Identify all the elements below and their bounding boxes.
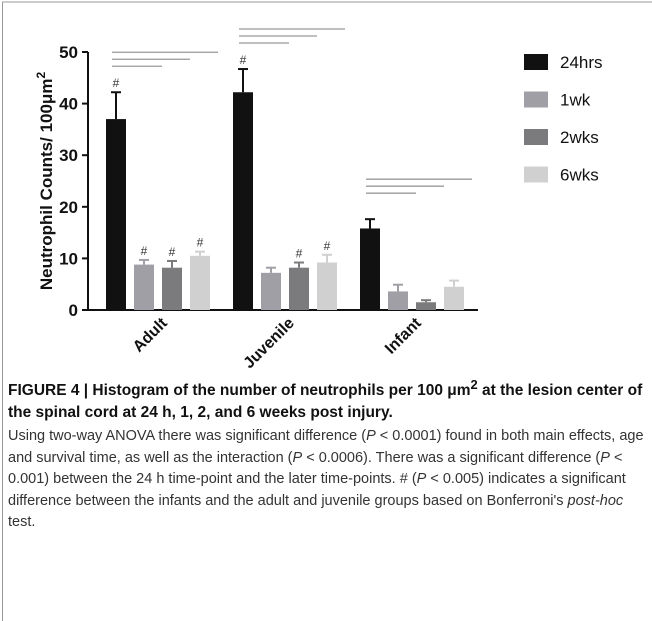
caption-title-part: at the lesion center of the spinal cord … xyxy=(8,382,643,422)
legend-label: 6wks xyxy=(560,166,599,185)
caption-text: post-hoc xyxy=(567,492,624,509)
caption: FIGURE 4 | Histogram of the number of ne… xyxy=(8,374,644,534)
y-label-sup: 2 xyxy=(34,72,48,79)
significance-marker: # xyxy=(240,53,247,67)
caption-text: < 0.0006). There was a significant diffe… xyxy=(302,449,601,466)
y-tick-label: 10 xyxy=(59,249,78,268)
bar xyxy=(360,228,380,310)
bar xyxy=(261,272,281,310)
caption-title-part: 2 xyxy=(470,377,478,392)
caption-text: P xyxy=(416,471,427,488)
x-tick-label: Infant xyxy=(382,314,425,357)
bar xyxy=(162,267,182,310)
significance-marker: # xyxy=(197,236,204,250)
y-label-text: Neutrophil Counts/ 100μm xyxy=(37,79,56,291)
y-axis-label: Neutrophil Counts/ 100μm2 xyxy=(34,72,56,291)
legend-swatch xyxy=(524,54,548,70)
significance-marker: # xyxy=(169,245,176,259)
bar xyxy=(416,302,436,310)
caption-text: P xyxy=(366,428,376,445)
x-tick-label: Adult xyxy=(130,314,171,355)
caption-text: Using two-way ANOVA there was significan… xyxy=(8,428,367,445)
bar xyxy=(289,267,309,310)
caption-title: FIGURE 4 | Histogram of the number of ne… xyxy=(8,374,644,424)
caption-body: Using two-way ANOVA there was significan… xyxy=(8,426,644,534)
legend-swatch xyxy=(524,166,548,183)
bar xyxy=(190,255,210,310)
caption-text: P xyxy=(600,449,610,466)
caption-title-part: FIGURE 4 | Histogram of the number of ne… xyxy=(8,382,471,400)
caption-text: test. xyxy=(8,514,36,531)
significance-marker: # xyxy=(296,247,303,261)
caption-text: P xyxy=(292,449,303,466)
bar xyxy=(134,264,154,310)
legend-label: 2wks xyxy=(560,128,599,147)
bar xyxy=(317,262,337,310)
caption-text: < 0.0001) found in both main effects, ag… xyxy=(8,428,644,466)
legend-swatch xyxy=(524,129,548,145)
caption-text: < 0.001) between the 24 h time-point and… xyxy=(8,449,623,488)
bar xyxy=(106,119,126,310)
caption-text: < 0.005) indicates a significant differe… xyxy=(8,471,626,509)
significance-marker: # xyxy=(141,244,148,258)
significance-marker: # xyxy=(324,239,331,253)
legend-label: 1wk xyxy=(560,91,591,110)
legend-swatch xyxy=(524,91,548,108)
legend-label: 24hrs xyxy=(560,53,603,72)
significance-marker: # xyxy=(113,76,120,90)
y-tick-label: 0 xyxy=(69,301,78,320)
frame-left xyxy=(2,2,3,621)
bar xyxy=(388,291,408,310)
x-tick-label: Juvenile xyxy=(241,315,298,370)
y-tick-label: 40 xyxy=(59,95,78,114)
bar xyxy=(233,92,253,310)
bar xyxy=(444,286,464,310)
y-tick-label: 50 xyxy=(59,43,78,62)
y-tick-label: 30 xyxy=(59,146,78,165)
y-tick-label: 20 xyxy=(59,198,78,217)
